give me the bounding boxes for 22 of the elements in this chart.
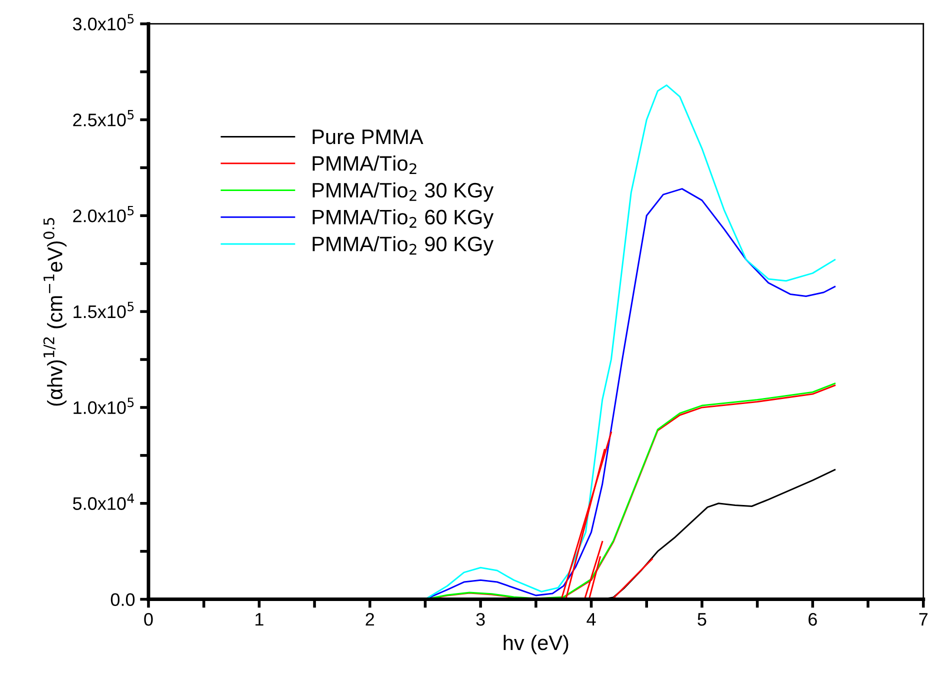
x-tick-label: 4: [586, 613, 596, 626]
x-tick-label: 3: [476, 612, 485, 626]
y-tick-label: 2.5x10$^{5}$: [73, 110, 134, 126]
y-tick-label: 3.0x10$^{5}$: [72, 14, 134, 30]
y-tick-label: 0.0: [110, 593, 135, 606]
y-axis-title: (αhv)$^{1/2}$ (cm$^{−1}$eV)$^{0.5}$: [43, 218, 66, 406]
legend-label: PMMA/Tio$_{2}$ 30 KGy: [312, 182, 494, 202]
x-tick-label: 5: [698, 613, 706, 626]
y-tick-label: 1.5x10$^{5}$: [74, 302, 134, 318]
legend-label: PMMA/Tio$_{2}$ 90 KGy: [312, 236, 494, 256]
x-tick-label: 7: [919, 613, 928, 626]
x-axis-title: hv (eV): [504, 634, 568, 654]
legend-label: PMMA/Tio$_{2}$: [312, 156, 416, 174]
x-tick-label: 2: [366, 612, 374, 626]
legend-label: PMMA/Tio$_{2}$ 60 KGy: [312, 209, 494, 229]
x-tick-label: 0: [144, 612, 153, 626]
x-tick-label: 6: [808, 612, 817, 626]
y-tick-label: 5.0x10$^{4}$: [72, 494, 134, 510]
legend-label: Pure PMMA: [312, 130, 424, 144]
y-tick-label: 1.0x10$^{5}$: [74, 398, 134, 414]
y-tick-label: 2.0x10$^{5}$: [73, 206, 134, 222]
x-tick-label: 1: [256, 613, 264, 626]
